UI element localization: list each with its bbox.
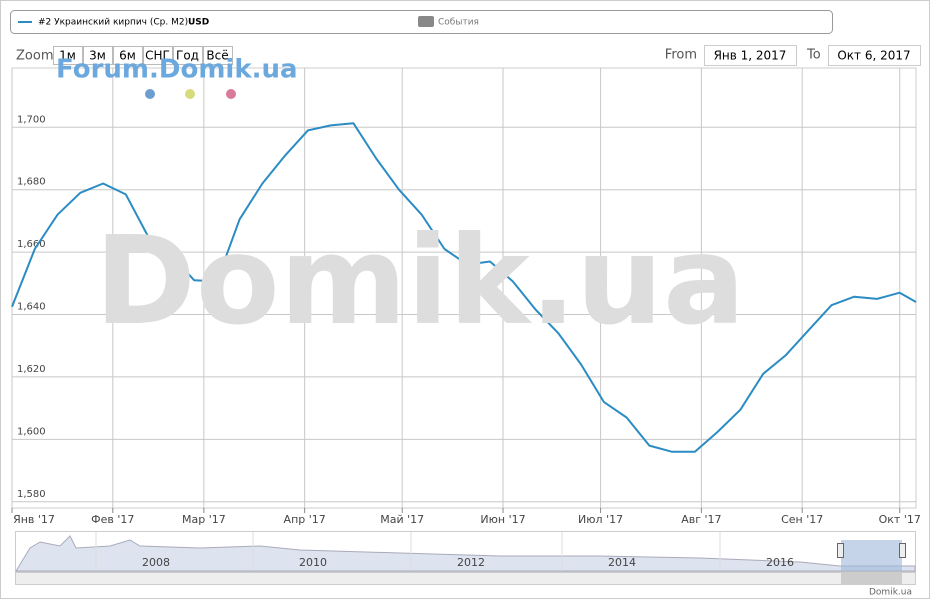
y-tick-label: 1,600 (17, 426, 46, 437)
zoom-button[interactable] (143, 46, 173, 65)
x-tick-label: Сен '17 (781, 513, 823, 526)
dot (226, 89, 236, 99)
y-tick-label: 1,640 (17, 302, 46, 313)
y-tick-label: 1,580 (17, 489, 46, 500)
watermark: Domik.ua (95, 210, 746, 352)
navigator-area (15, 535, 916, 572)
navigator-label: 2014 (608, 556, 636, 569)
plot-bg (11, 67, 917, 509)
scrollbar-thumb[interactable] (841, 573, 902, 584)
events-swatch (418, 16, 434, 27)
zoom-button[interactable] (173, 46, 203, 65)
x-tick-label: Июн '17 (480, 513, 525, 526)
scrollbar[interactable] (15, 572, 916, 585)
to-value[interactable]: Окт 6, 2017 (837, 49, 910, 63)
x-tick-label: Май '17 (380, 513, 424, 526)
forum-watermark: Forum.Domik.ua (56, 55, 298, 85)
zoom-label: Zoom (16, 49, 53, 64)
zoom-buttons: 1м 3м 6м СНГ Год Всё (53, 46, 233, 65)
y-tick-label: 1,700 (17, 114, 46, 125)
credit[interactable]: Domik.ua (869, 588, 912, 598)
zoom-button[interactable] (203, 46, 233, 65)
y-tick-label: 1,680 (17, 177, 46, 188)
handle[interactable] (899, 543, 906, 558)
navigator-window[interactable] (841, 540, 902, 571)
zoom-button-label[interactable]: Год (176, 49, 199, 63)
zoom-button[interactable] (83, 46, 113, 65)
dot (185, 89, 195, 99)
zoom-button[interactable] (53, 46, 83, 65)
to-input[interactable] (828, 45, 921, 66)
zoom-button-label[interactable]: 3м (89, 49, 106, 63)
x-tick-label: Апр '17 (284, 513, 326, 526)
legend-label[interactable]: #2 Украинский кирпич (Ср. M2) (38, 18, 188, 28)
navigator-label: 2010 (299, 556, 327, 569)
events-label[interactable]: События (438, 18, 479, 28)
x-tick-label: Фев '17 (91, 513, 134, 526)
from-value[interactable]: Янв 1, 2017 (714, 49, 787, 63)
x-tick-label: Июл '17 (578, 513, 623, 526)
x-tick-label: Янв '17 (13, 513, 55, 526)
x-tick-label: Авг '17 (681, 513, 721, 526)
plot: 1,580 1,600 1,620 1,640 1,660 1,680 1,700 Янв '… (11, 67, 921, 526)
series-line (11, 122, 917, 453)
navigator-label: 2012 (457, 556, 485, 569)
y-tick-label: 1,620 (17, 364, 46, 375)
y-tick-label: 1,660 (17, 239, 46, 250)
x-tick-label: Окт '17 (879, 513, 921, 526)
zoom-button-label[interactable]: СНГ (145, 49, 170, 63)
to-label: To (806, 48, 821, 63)
zoom-button-label[interactable]: 6м (119, 49, 136, 63)
zoom-button-label[interactable]: 1м (59, 49, 76, 63)
zoom-button-label[interactable]: Всё (206, 49, 228, 63)
from-input[interactable] (704, 45, 797, 66)
navigator-label: 2008 (142, 556, 170, 569)
navigator-label: 2016 (766, 556, 794, 569)
from-label: From (665, 48, 697, 63)
legend-unit: USD (188, 18, 209, 28)
dot (145, 89, 155, 99)
handle[interactable] (837, 543, 844, 558)
zoom-button[interactable] (113, 46, 143, 65)
x-tick-label: Мар '17 (182, 513, 226, 526)
